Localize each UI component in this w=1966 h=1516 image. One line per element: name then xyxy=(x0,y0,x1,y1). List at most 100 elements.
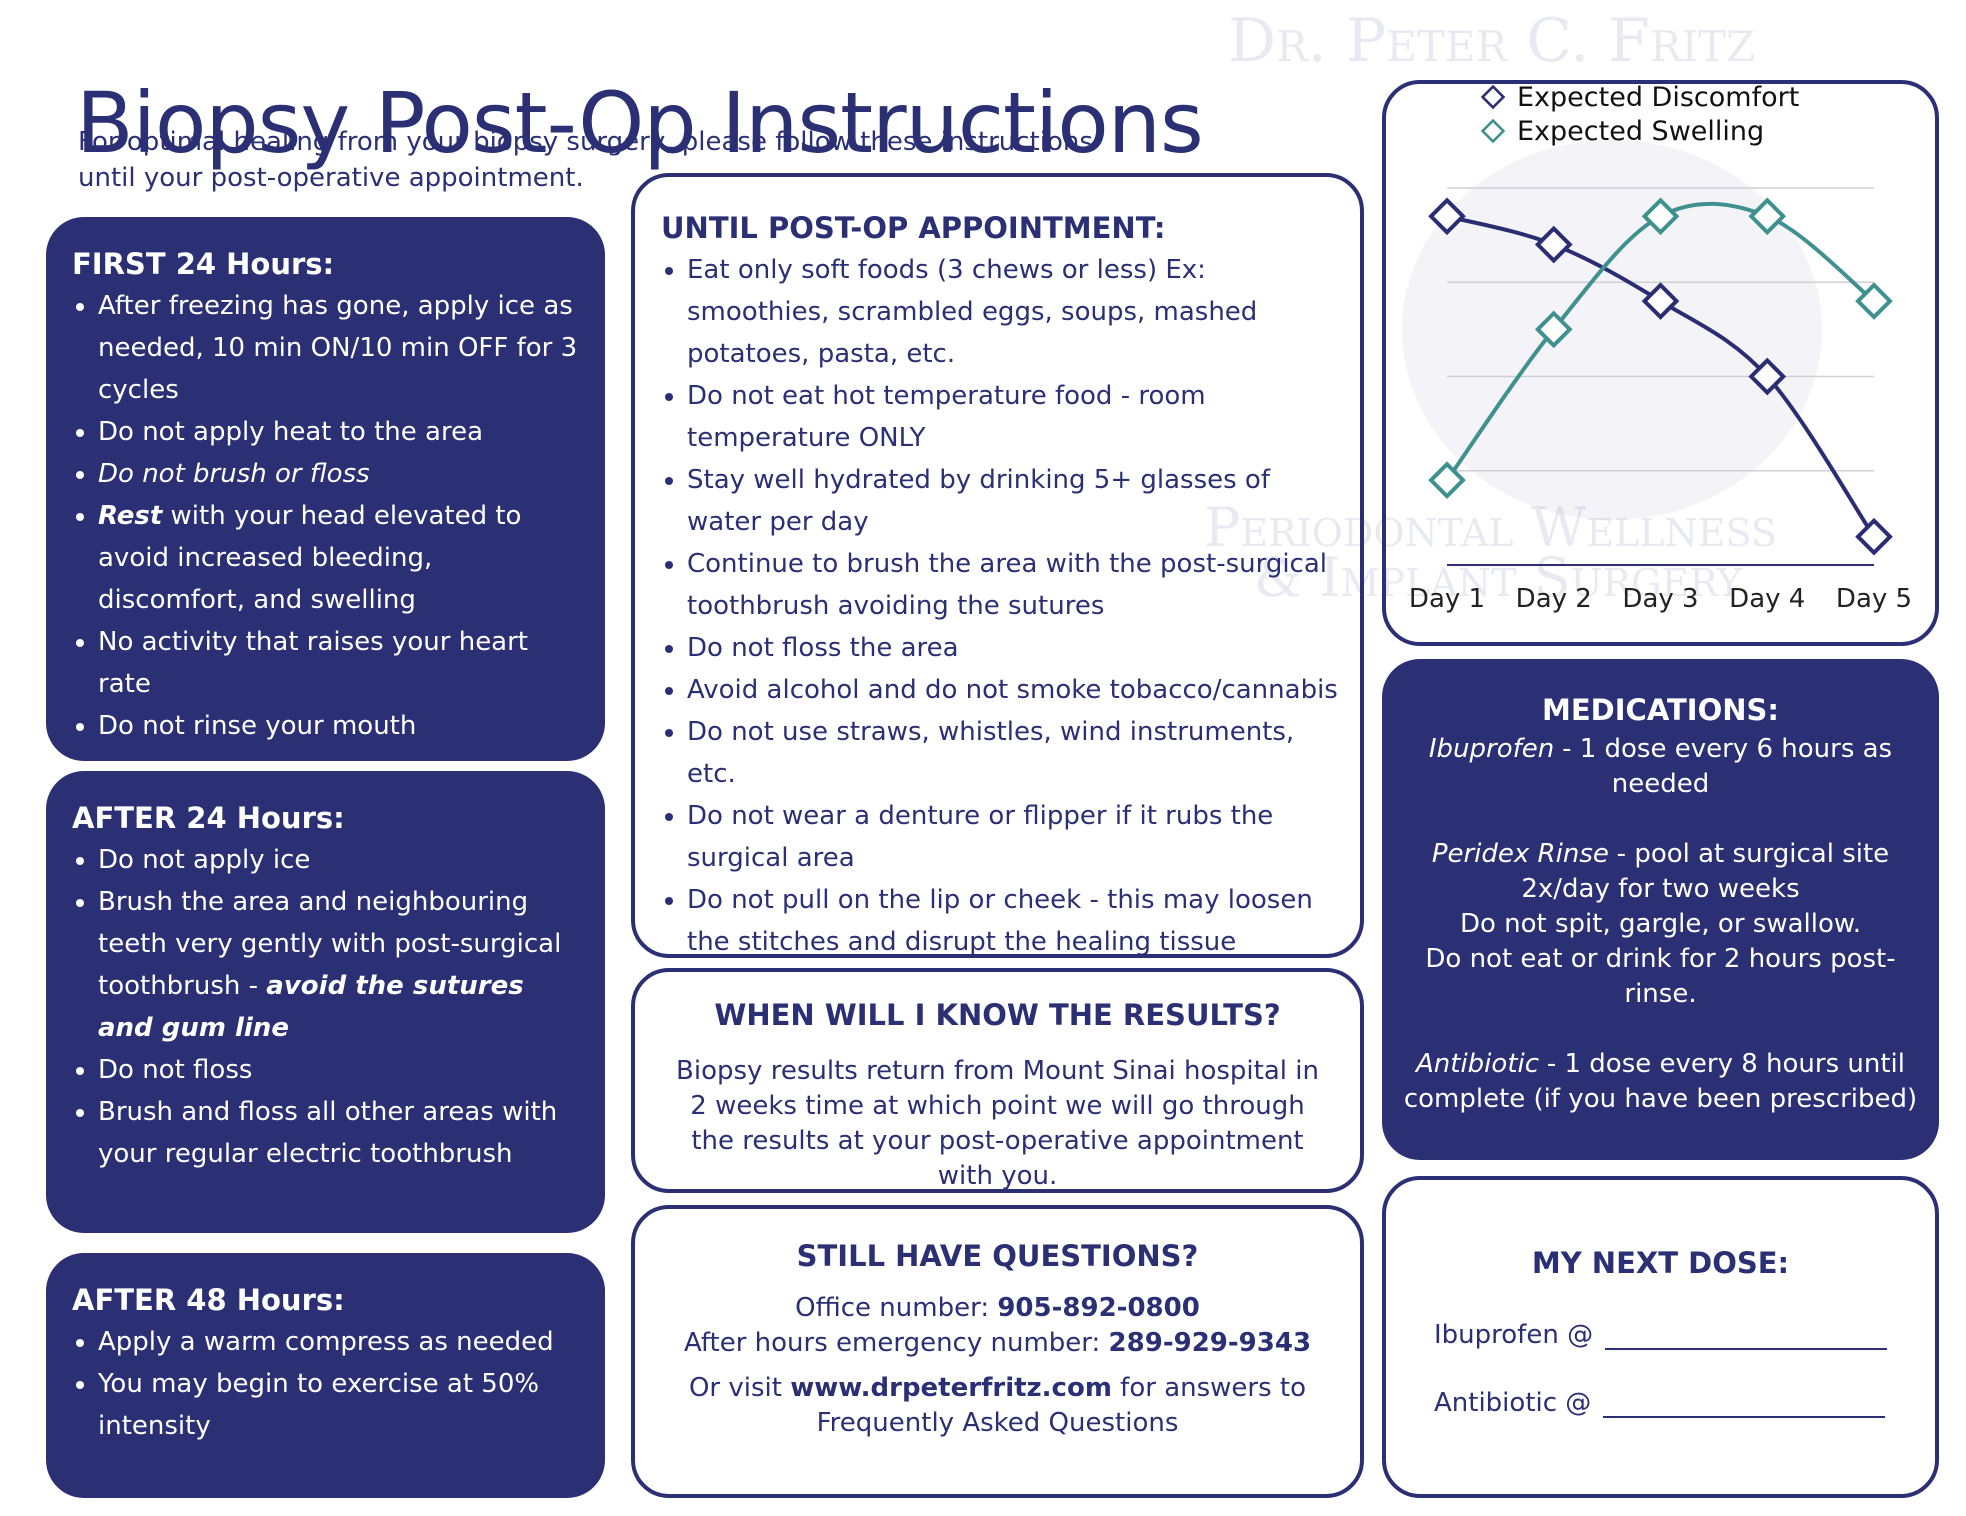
list-item: Do not use straws, whistles, wind instru… xyxy=(687,711,1340,795)
styled-run: 289-929-9343 xyxy=(1108,1328,1312,1358)
dose-row: Ibuprofen @ xyxy=(1434,1320,1915,1350)
contact-line: Office number: 905-892-0800 xyxy=(675,1291,1320,1326)
chart-box xyxy=(1382,80,1939,646)
section-heading: UNTIL POST-OP APPOINTMENT: xyxy=(661,211,1166,245)
list-item: Do not wear a denture or flipper if it r… xyxy=(687,795,1340,879)
medication-entry: Ibuprofen - 1 dose every 6 hours as neede… xyxy=(1402,732,1919,802)
next-dose-box: MY NEXT DOSE: Ibuprofen @ Antibiotic @ xyxy=(1382,1176,1939,1498)
data-point xyxy=(1534,310,1573,349)
section-heading: AFTER 24 Hours: xyxy=(72,801,345,835)
list-item: Do not apply ice xyxy=(98,839,583,881)
contact-line: After hours emergency number: 289-929-93… xyxy=(675,1326,1320,1361)
data-point xyxy=(1428,461,1466,500)
dose-blank xyxy=(1603,1388,1886,1418)
medication-entry: Antibiotic - 1 dose every 8 hours until c… xyxy=(1402,1047,1919,1117)
text-run: Or visit xyxy=(688,1373,791,1403)
medication-note: Do not eat or drink for 2 hours post-rin… xyxy=(1425,944,1896,1009)
list-item: Do not rinse your mouth xyxy=(98,705,583,747)
medication-entries: Ibuprofen - 1 dose every 6 hours as neede… xyxy=(1402,732,1919,1117)
dose-label: Antibiotic @ xyxy=(1434,1388,1592,1418)
after-48-box: AFTER 48 Hours: Apply a warm compress as… xyxy=(46,1253,605,1498)
section-heading: WHEN WILL I KNOW THE RESULTS? xyxy=(714,998,1281,1032)
questions-lines: Office number: 905-892-0800 After hours e… xyxy=(675,1291,1320,1441)
questions-box: STILL HAVE QUESTIONS? Office number: 905… xyxy=(631,1205,1364,1498)
data-point xyxy=(1855,517,1893,556)
data-point xyxy=(1641,282,1680,320)
x-tick-label: Day 5 xyxy=(1836,584,1912,614)
chart: Day 1 Day 2 Day 3 Day 4 Day 5 Expected Discom… xyxy=(1402,82,1912,614)
list-item: Do not eat hot temperature food - room t… xyxy=(687,375,1340,459)
first-24-box: FIRST 24 Hours: After freezing has gone,… xyxy=(46,217,605,761)
legend-label: Expected Swelling xyxy=(1517,116,1764,147)
styled-run: Do not brush or floss xyxy=(98,459,370,489)
data-point xyxy=(1855,282,1893,320)
list-item: Do not floss xyxy=(98,1049,583,1091)
section-heading: AFTER 48 Hours: xyxy=(72,1283,345,1317)
styled-run: 905-892-0800 xyxy=(997,1293,1200,1323)
list-item: No activity that raises your heart rate xyxy=(98,621,583,705)
list-item: Do not apply heat to the area xyxy=(98,411,583,453)
list-item: Eat only soft foods (3 chews or less) Ex… xyxy=(687,249,1340,375)
section-heading: STILL HAVE QUESTIONS? xyxy=(796,1239,1199,1273)
instruction-list: After freezing has gone, apply ice as ne… xyxy=(72,285,583,747)
instruction-list: Do not apply ice Brush the area and neigh… xyxy=(72,839,583,1175)
styled-run: avoid the sutures and gum line xyxy=(98,971,524,1043)
list-item: Do not brush or floss xyxy=(98,453,583,495)
list-item: Continue to brush the area with the post… xyxy=(687,543,1340,627)
x-tick-label: Day 2 xyxy=(1516,584,1592,614)
medications-box: MEDICATIONS: Ibuprofen - 1 dose every 6 h… xyxy=(1382,659,1939,1160)
list-item: Avoid alcohol and do not smoke tobacco/c… xyxy=(687,669,1340,711)
medication-text: - pool at surgical site 2x/day for two w… xyxy=(1521,839,1890,904)
contact-line: Or visit www.drpeterfritz.com for answer… xyxy=(675,1371,1320,1441)
medication-name: Peridex Rinse xyxy=(1431,839,1609,869)
styled-run: www.drpeterfritz.com xyxy=(790,1373,1112,1403)
styled-run: Rest xyxy=(98,501,163,531)
data-point xyxy=(1641,197,1680,236)
list-item: Brush and floss all other areas with you… xyxy=(98,1091,583,1175)
x-tick-label: Day 3 xyxy=(1622,584,1698,614)
text-run: Office number: xyxy=(795,1293,998,1323)
medication-name: Antibiotic xyxy=(1416,1049,1540,1079)
dose-row: Antibiotic @ xyxy=(1434,1388,1915,1418)
data-point xyxy=(1748,197,1787,236)
dose-rows: Ibuprofen @ Antibiotic @ xyxy=(1386,1320,1915,1418)
text-run: Brush the area and neighbouring teeth ve… xyxy=(98,887,562,1001)
legend-marker xyxy=(1480,84,1506,110)
section-heading: FIRST 24 Hours: xyxy=(72,247,335,281)
instruction-list: Apply a warm compress as neededYou may b… xyxy=(72,1321,583,1447)
medication-name: Ibuprofen xyxy=(1428,734,1555,764)
list-item: Brush the area and neighbouring teeth ve… xyxy=(98,881,583,1049)
data-point xyxy=(1534,225,1573,264)
medication-text: - 1 dose every 6 hours as needed xyxy=(1562,734,1893,799)
list-item: You may begin to exercise at 50% intensi… xyxy=(98,1363,583,1447)
legend-marker xyxy=(1480,118,1506,144)
legend-label: Expected Discomfort xyxy=(1517,82,1799,113)
section-heading: MEDICATIONS: xyxy=(1542,693,1779,727)
list-item: After freezing has gone, apply ice as ne… xyxy=(98,285,583,411)
subtitle: For optimal healing from your biopsy sur… xyxy=(78,127,1093,193)
list-item: Apply a warm compress as needed xyxy=(98,1321,583,1363)
medication-text: - 1 dose every 8 hours until complete (i… xyxy=(1403,1049,1918,1114)
results-text: Biopsy results return from Mount Sinai h… xyxy=(676,1056,1319,1191)
x-tick-label: Day 1 xyxy=(1409,584,1485,614)
dose-label: Ibuprofen @ xyxy=(1434,1320,1594,1350)
dose-blank xyxy=(1605,1320,1888,1350)
text-run: with your head elevated to avoid increas… xyxy=(98,501,522,615)
data-point xyxy=(1748,357,1787,396)
page-title: Biopsy Post-Op Instructions xyxy=(76,74,1204,173)
results-box: WHEN WILL I KNOW THE RESULTS? Biopsy res… xyxy=(631,968,1364,1193)
medication-entry: Peridex Rinse - pool at surgical site 2x/… xyxy=(1402,837,1919,1012)
watermark: Dr. Peter C. Fritz xyxy=(1228,6,1756,76)
list-item: Rest with your head elevated to avoid in… xyxy=(98,495,583,621)
logo-watermark xyxy=(1402,140,1822,520)
text-run: After hours emergency number: xyxy=(683,1328,1109,1358)
instruction-list: Eat only soft foods (3 chews or less) Ex… xyxy=(661,249,1340,963)
list-item: Do not floss the area xyxy=(687,627,1340,669)
list-item: Stay well hydrated by drinking 5+ glasse… xyxy=(687,459,1340,543)
text-run: for answers to Frequently Asked Question… xyxy=(816,1373,1307,1438)
data-point xyxy=(1428,197,1466,236)
x-tick-label: Day 4 xyxy=(1729,584,1805,614)
until-post-op-box: UNTIL POST-OP APPOINTMENT: Eat only soft… xyxy=(631,173,1364,958)
medication-note: Do not spit, gargle, or swallow. xyxy=(1459,909,1862,939)
